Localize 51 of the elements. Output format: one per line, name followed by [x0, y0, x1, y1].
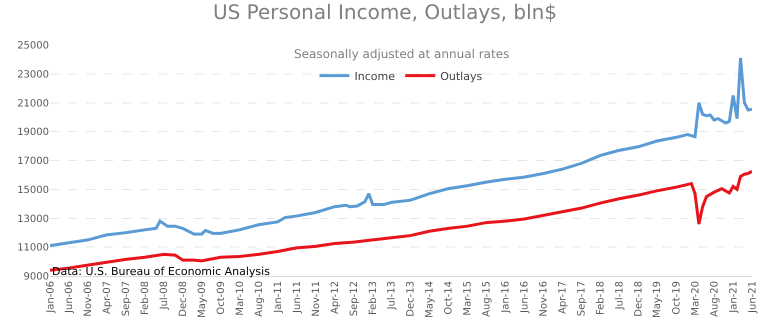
x-tick-label: Apr-17: [557, 281, 568, 314]
x-tick-label: Jan-06: [45, 281, 56, 314]
x-tick-label: May-14: [424, 281, 436, 318]
x-tick-label: Feb-08: [140, 281, 152, 316]
x-tick-label: Feb-13: [368, 281, 379, 316]
legend-label: Income: [354, 70, 396, 83]
x-tick-label: Sep-17: [576, 281, 588, 316]
x-tick-label: May-19: [652, 281, 664, 318]
legend-label: Outlays: [440, 70, 482, 83]
x-tick-label: Oct-09: [216, 281, 227, 315]
x-tick-label: Jan-11: [272, 281, 284, 314]
x-tick-label: Mar-15: [462, 281, 474, 316]
x-tick-label: Aug-20: [709, 281, 720, 317]
x-tick-label: Oct-19: [671, 281, 682, 315]
y-tick-label: 23000: [17, 69, 49, 80]
y-tick-label: 15000: [17, 184, 49, 196]
chart-subtitle: Seasonally adjusted at annual rates: [294, 47, 510, 61]
x-tick-label: Oct-14: [444, 281, 455, 315]
x-tick-label: Jan-21: [728, 281, 740, 314]
x-tick-label: Jun-06: [64, 281, 76, 314]
x-tick-label: Jun-21: [747, 281, 758, 314]
x-tick-label: Nov-11: [310, 281, 322, 317]
x-tick-label: Sep-12: [348, 281, 360, 316]
x-tick-label: Apr-07: [102, 281, 113, 314]
chart-title: US Personal Income, Outlays, bln$: [212, 0, 558, 24]
x-tick-label: Jan-16: [500, 281, 512, 314]
y-tick-label: 21000: [17, 98, 49, 110]
x-tick-label: Jun-16: [520, 281, 531, 314]
x-tick-label: Mar-10: [234, 281, 246, 316]
x-tick-label: Aug-15: [482, 281, 493, 317]
x-tick-label: Apr-12: [330, 281, 341, 314]
x-tick-label: Mar-20: [690, 281, 702, 316]
x-tick-label: Jul-13: [386, 281, 398, 310]
x-tick-label: Nov-16: [538, 281, 550, 317]
y-tick-label: 25000: [17, 40, 49, 52]
y-tick-label: 19000: [17, 127, 49, 138]
x-tick-label: Dec-13: [406, 281, 417, 317]
x-tick-label: Sep-07: [121, 281, 132, 316]
y-tick-label: 17000: [17, 156, 49, 167]
x-tick-label: Aug-10: [254, 281, 265, 317]
x-tick-label: Nov-06: [83, 281, 94, 317]
x-tick-label: Jul-08: [158, 281, 170, 310]
y-tick-label: 13000: [17, 214, 49, 225]
y-tick-label: 11000: [17, 242, 49, 254]
x-tick-label: Jun-11: [292, 281, 303, 314]
x-tick-label: Dec-18: [633, 281, 644, 317]
x-tick-label: Dec-08: [178, 281, 190, 317]
x-tick-label: May-09: [196, 281, 208, 318]
x-tick-label: Feb-18: [596, 281, 607, 316]
y-tick-label: 9000: [24, 272, 49, 282]
x-tick-label: Jul-18: [614, 281, 626, 310]
